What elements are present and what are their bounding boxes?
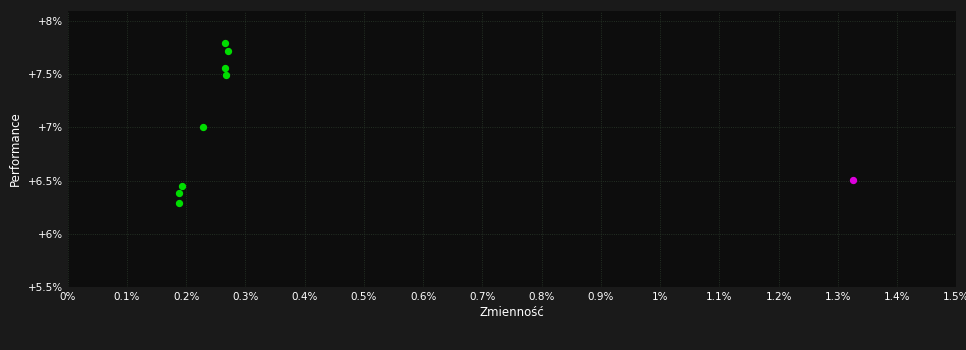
Point [195, 125, 211, 130]
X-axis label: Zmienność: Zmienność [479, 306, 545, 319]
Point [220, 48, 236, 54]
Point [217, 65, 233, 71]
Point [845, 177, 861, 182]
Y-axis label: Performance: Performance [9, 111, 22, 186]
Point [171, 200, 186, 206]
Point [171, 191, 186, 196]
Point [174, 183, 189, 189]
Point [218, 72, 234, 78]
Point [217, 41, 233, 46]
